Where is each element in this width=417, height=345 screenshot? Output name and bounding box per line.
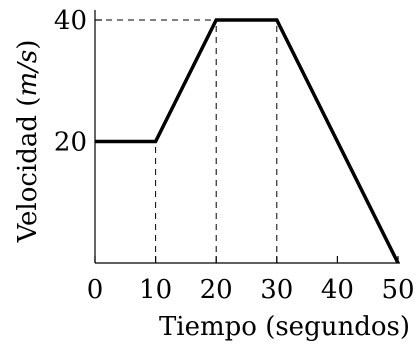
y-axis-title-unit: m/s xyxy=(13,50,43,97)
y-tick-label-40: 40 xyxy=(54,6,87,36)
x-tick-label-40: 40 xyxy=(321,275,354,305)
series-layer xyxy=(94,18,400,264)
x-axis-title: Tiempo (segundos) xyxy=(159,312,410,342)
x-tick-label-20: 20 xyxy=(200,275,233,305)
series-line-0 xyxy=(95,18,400,264)
x-ticks: 0 10 20 30 40 50 xyxy=(87,256,415,305)
reference-lines xyxy=(95,19,278,263)
x-tick-label-50: 50 xyxy=(381,275,414,305)
y-axis-title-suffix: ) xyxy=(13,40,43,50)
y-axis-title-prefix: Velocidad ( xyxy=(13,97,43,244)
axes xyxy=(94,10,400,264)
x-tick-label-30: 30 xyxy=(260,275,293,305)
y-tick-label-20: 20 xyxy=(54,128,87,158)
x-tick-label-0: 0 xyxy=(87,275,104,305)
y-axis-title: Velocidad (m/s) xyxy=(13,40,43,244)
x-tick-label-10: 10 xyxy=(139,275,172,305)
